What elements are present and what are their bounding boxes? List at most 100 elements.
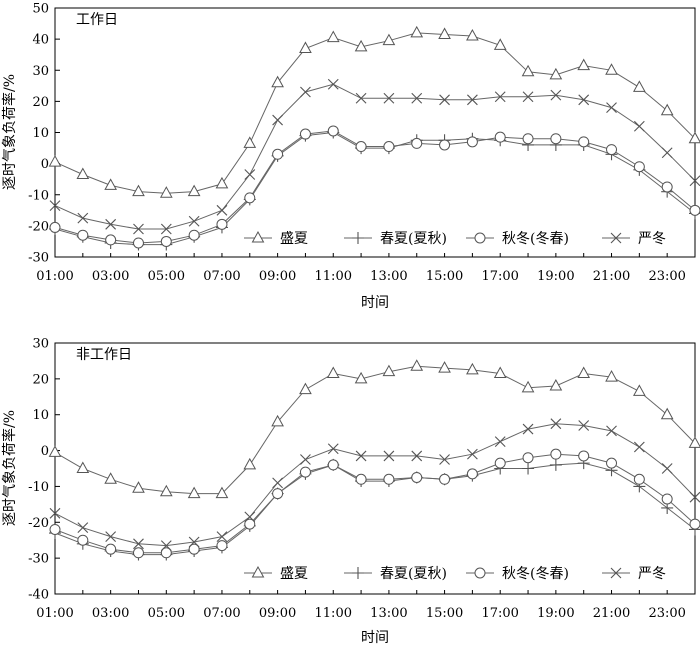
data-point bbox=[606, 144, 618, 156]
legend-item: 秋冬(冬春) bbox=[466, 566, 569, 582]
data-point bbox=[467, 448, 478, 460]
data-point bbox=[605, 370, 618, 382]
data-point bbox=[133, 538, 144, 550]
x-tick-label: 03:00 bbox=[92, 269, 129, 284]
series-2 bbox=[49, 126, 700, 251]
data-point bbox=[272, 114, 283, 126]
x-tick-label: 17:00 bbox=[481, 606, 518, 621]
y-tick-label: -20 bbox=[28, 516, 49, 531]
data-point bbox=[661, 463, 673, 474]
data-point bbox=[577, 366, 591, 378]
y-axis-title: 逐时气象负荷率/% bbox=[1, 74, 18, 190]
y-tick-label: -40 bbox=[28, 588, 49, 603]
data-point bbox=[466, 362, 479, 375]
legend-marker bbox=[352, 567, 364, 579]
data-point bbox=[132, 481, 145, 493]
series-4 bbox=[49, 418, 700, 551]
legend-item: 秋冬(冬春) bbox=[466, 231, 569, 247]
data-point bbox=[327, 125, 339, 137]
data-point bbox=[244, 169, 256, 180]
data-point bbox=[299, 41, 312, 53]
data-point bbox=[76, 461, 90, 473]
data-point bbox=[633, 80, 646, 92]
data-point bbox=[549, 67, 563, 80]
data-point bbox=[327, 78, 339, 90]
data-point bbox=[522, 133, 534, 145]
data-point bbox=[494, 131, 506, 143]
y-tick-label: 0 bbox=[41, 444, 49, 459]
data-point bbox=[661, 147, 673, 159]
data-point bbox=[383, 450, 395, 462]
panel-title: 非工作日 bbox=[76, 347, 132, 363]
data-point bbox=[661, 493, 673, 505]
data-point bbox=[383, 141, 395, 153]
data-point bbox=[688, 131, 700, 144]
legend-label: 春夏(夏秋) bbox=[380, 231, 447, 247]
data-point bbox=[493, 366, 507, 378]
x-tick-label: 15:00 bbox=[426, 269, 463, 284]
data-point bbox=[355, 141, 367, 153]
y-tick-label: 20 bbox=[32, 372, 49, 387]
data-point bbox=[327, 459, 339, 471]
legend-label: 春夏(夏秋) bbox=[380, 566, 447, 582]
data-point bbox=[494, 457, 506, 469]
plot-frame bbox=[54, 7, 696, 258]
legend-marker bbox=[352, 232, 364, 244]
data-point bbox=[77, 229, 89, 241]
data-point bbox=[550, 418, 562, 430]
data-point bbox=[188, 229, 200, 241]
x-axis-title: 时间 bbox=[361, 295, 389, 311]
data-point bbox=[466, 136, 478, 148]
data-point bbox=[187, 486, 201, 499]
y-tick-label: -30 bbox=[28, 251, 49, 266]
chart-panel-1: -30 -20 -10 0 10 20 30 40 50 01:00 03:00 05:00 07:00… bbox=[1, 2, 700, 311]
y-tick-label: 0 bbox=[41, 157, 49, 172]
data-point bbox=[661, 181, 673, 193]
legend: 盛夏 春夏(夏秋) 秋冬(冬春) 严冬 bbox=[244, 565, 666, 582]
x-tick-label: 15:00 bbox=[426, 606, 463, 621]
data-point bbox=[382, 33, 396, 46]
data-point bbox=[244, 518, 256, 530]
data-point bbox=[48, 155, 62, 167]
data-point bbox=[550, 448, 562, 460]
data-point bbox=[133, 223, 144, 235]
data-point bbox=[466, 28, 479, 41]
data-point bbox=[132, 237, 144, 249]
data-point bbox=[383, 473, 395, 485]
data-point bbox=[439, 94, 450, 106]
data-point bbox=[299, 128, 311, 140]
legend-label: 秋冬(冬春) bbox=[502, 231, 569, 247]
data-point bbox=[439, 139, 451, 151]
y-tick-label: -30 bbox=[28, 552, 49, 567]
x-tick-label: 05:00 bbox=[148, 269, 185, 284]
y-tick-label: 40 bbox=[32, 33, 49, 48]
legend-item: 盛夏 bbox=[244, 565, 308, 582]
y-tick-label: 20 bbox=[32, 95, 49, 110]
data-point bbox=[188, 543, 200, 555]
series-4 bbox=[49, 78, 700, 235]
panel-title: 工作日 bbox=[76, 12, 118, 28]
legend-item: 春夏(夏秋) bbox=[344, 566, 447, 582]
data-point bbox=[633, 384, 646, 396]
data-point bbox=[327, 443, 339, 455]
data-point bbox=[216, 218, 228, 230]
data-point bbox=[243, 136, 257, 148]
data-point bbox=[438, 27, 451, 39]
data-point bbox=[326, 366, 340, 378]
series-line bbox=[54, 462, 696, 556]
data-point bbox=[660, 103, 674, 116]
data-point bbox=[105, 531, 117, 543]
legend-label: 盛夏 bbox=[280, 566, 308, 582]
series-2 bbox=[49, 457, 700, 561]
x-axis-title: 时间 bbox=[361, 630, 389, 646]
data-point bbox=[299, 382, 312, 395]
series-3 bbox=[49, 125, 700, 249]
data-point bbox=[188, 536, 200, 548]
data-point bbox=[410, 25, 424, 38]
data-point bbox=[105, 234, 117, 246]
x-tick-label: 09:00 bbox=[259, 606, 296, 621]
y-axis-title: 逐时气象负荷率/% bbox=[1, 410, 18, 526]
data-point bbox=[493, 38, 507, 50]
legend-marker bbox=[474, 567, 486, 579]
y-tick-label: 30 bbox=[32, 64, 49, 79]
